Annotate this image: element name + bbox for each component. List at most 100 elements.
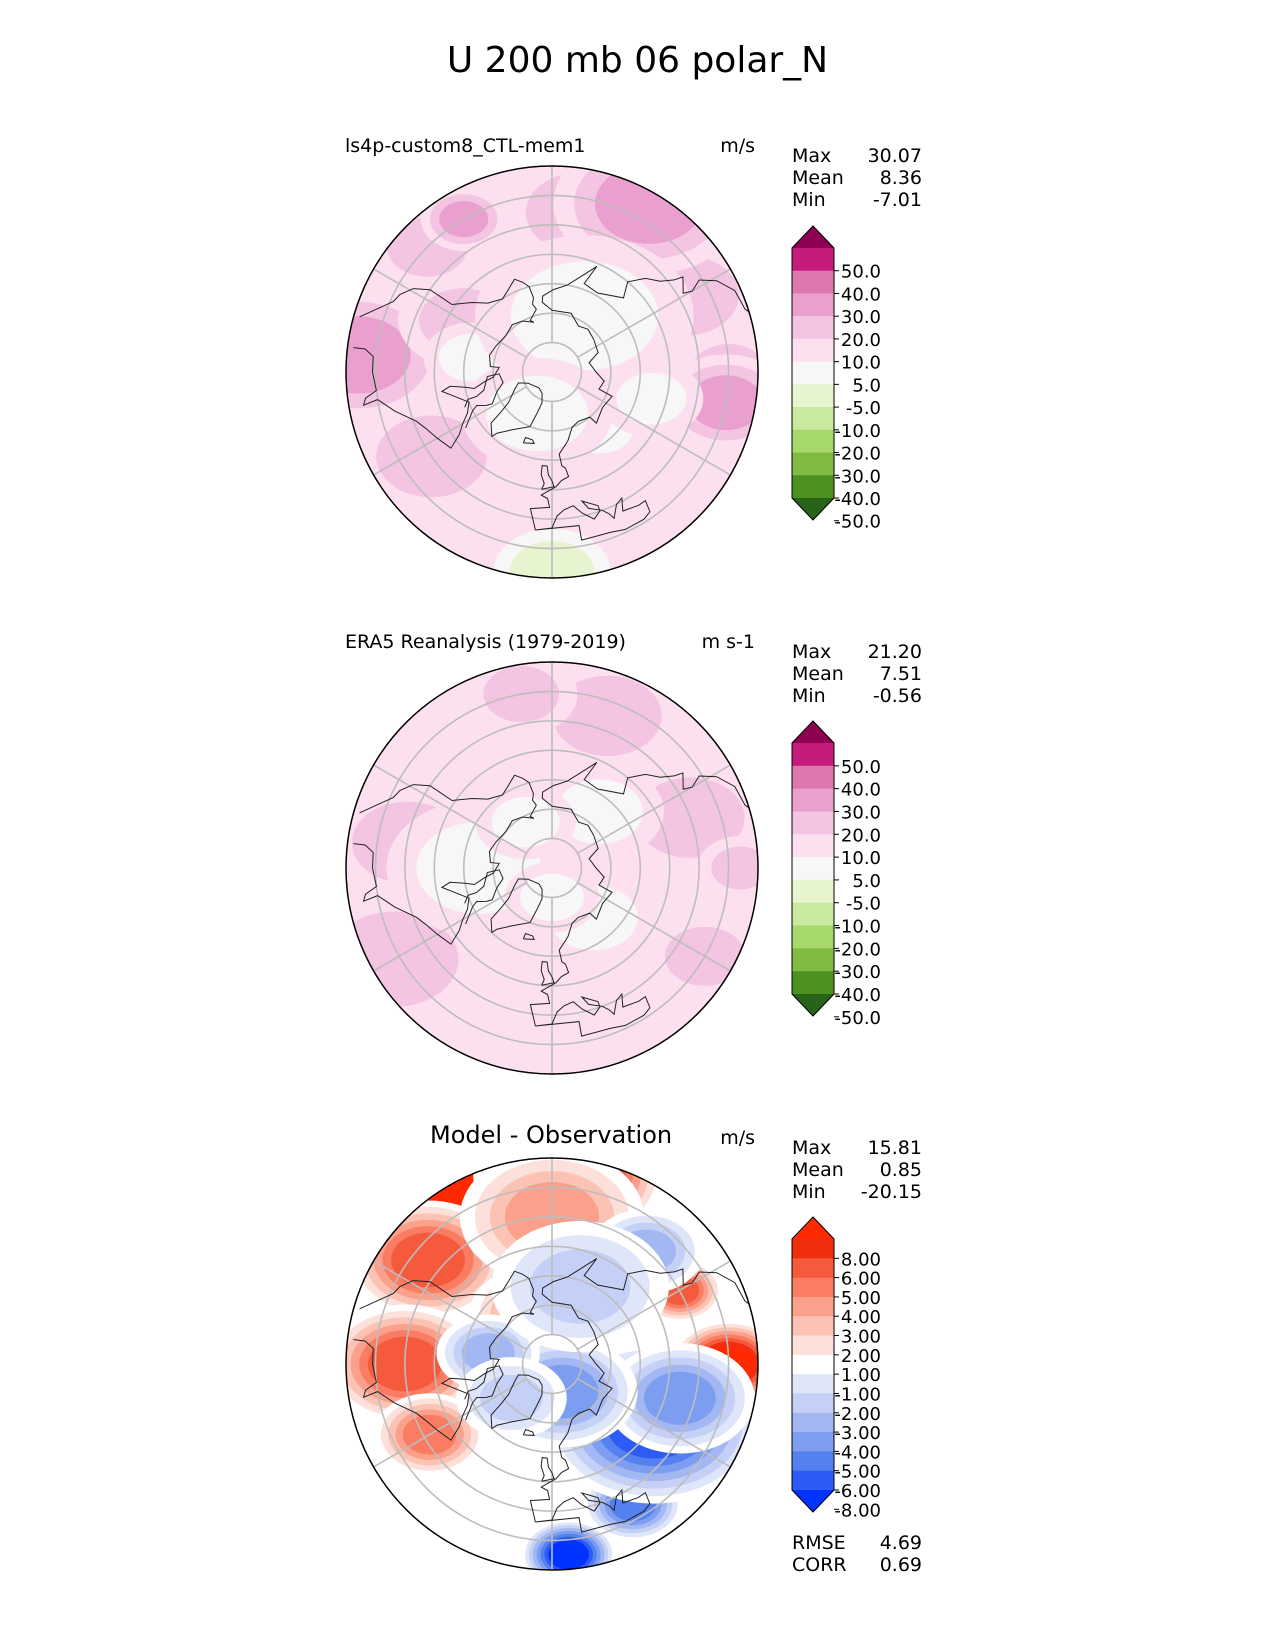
panel-2-stat-min: Min -0.56 xyxy=(792,685,922,707)
colorbar-tick-label: -50.0 xyxy=(834,1008,881,1029)
colorbar-3: 8.006.005.004.003.002.001.00-1.00-2.00-3… xyxy=(791,1216,881,1521)
panel-1-units: m/s xyxy=(720,135,755,157)
stat-max-value: 15.81 xyxy=(867,1137,922,1159)
longitude-gridline xyxy=(360,1378,527,1476)
colorbar-segment xyxy=(792,902,834,927)
colorbar-tick-label: -10.0 xyxy=(834,421,881,442)
coastline xyxy=(464,373,504,429)
longitude-gridline xyxy=(577,1378,744,1476)
stat-mean-label: Mean xyxy=(792,1159,844,1181)
colorbar-segment xyxy=(792,857,834,881)
map-border xyxy=(345,1157,759,1571)
rmse-label: RMSE xyxy=(792,1532,846,1554)
colorbar-segment xyxy=(792,1393,834,1414)
panel-1-stat-max: Max 30.07 xyxy=(792,145,922,167)
colorbar-tick-label: -5.0 xyxy=(846,894,881,915)
panel-2-units: m s-1 xyxy=(701,631,755,653)
colorbar-segment xyxy=(792,452,834,476)
colorbar-segment xyxy=(792,1277,834,1298)
panel-3-rmse: RMSE 4.69 xyxy=(792,1532,922,1554)
corr-value: 0.69 xyxy=(879,1554,922,1576)
colorbar-tick-label: 3.00 xyxy=(841,1327,881,1348)
longitude-gridline xyxy=(577,386,744,484)
colorbar-segment xyxy=(792,429,834,454)
colorbar-tick-label: 2.00 xyxy=(841,1346,881,1367)
stat-min-label: Min xyxy=(792,189,826,211)
longitude-gridline xyxy=(577,756,744,854)
coastline xyxy=(353,320,534,449)
longitude-gridline xyxy=(360,756,527,854)
colorbar-tick-label: 10.0 xyxy=(841,848,881,869)
colorbar-tick-label: 50.0 xyxy=(841,262,881,283)
colorbar-segment xyxy=(792,270,834,294)
stat-max-label: Max xyxy=(792,1137,832,1159)
colorbar-tick-label: 5.0 xyxy=(852,871,881,892)
colorbar-extend-max xyxy=(792,226,834,248)
coastline xyxy=(522,932,536,940)
panel-1-stat-min: Min -7.01 xyxy=(792,189,922,211)
field-contour xyxy=(548,1539,590,1570)
coastline xyxy=(540,1457,555,1482)
colorbar-segment xyxy=(792,765,834,790)
coastline xyxy=(529,805,613,1027)
colorbar-segment xyxy=(792,1335,834,1356)
longitude-gridline xyxy=(577,882,744,980)
stat-min-value: -7.01 xyxy=(872,189,922,211)
stat-min-value: -20.15 xyxy=(860,1181,922,1203)
colorbar-segment xyxy=(792,1432,834,1452)
field-contour xyxy=(553,675,662,757)
stat-min-value: -0.56 xyxy=(872,685,922,707)
colorbar-tick-label: -1.00 xyxy=(834,1384,881,1405)
colorbar-tick-label: -40.0 xyxy=(834,985,881,1006)
colorbar-segment xyxy=(792,971,834,995)
coastline xyxy=(464,869,504,925)
colorbar-tick-label: -50.0 xyxy=(834,512,881,533)
panel-3-title: Model - Observation xyxy=(430,1121,673,1149)
map-border xyxy=(345,661,759,1075)
stat-min-label: Min xyxy=(792,1181,826,1203)
colorbar-segment xyxy=(792,834,834,858)
colorbar-1: 50.040.030.020.010.05.0-5.0-10.0-20.0-30… xyxy=(791,225,881,533)
coastline xyxy=(359,278,537,323)
colorbar-tick-label: 10.0 xyxy=(841,353,881,374)
colorbar-segment xyxy=(792,1451,834,1472)
colorbar-tick-label: -8.00 xyxy=(834,1500,881,1521)
coastline xyxy=(540,465,555,490)
colorbar-segment xyxy=(792,1470,834,1491)
colorbar-tick-label: 5.0 xyxy=(852,375,881,396)
field-contour xyxy=(346,316,411,394)
colorbar-segment xyxy=(792,1316,834,1337)
panel-2-stat-mean: Mean 7.51 xyxy=(792,663,922,685)
colorbar-segment xyxy=(792,925,834,949)
colorbar-segment xyxy=(792,948,834,972)
colorbar-tick-label: 20.0 xyxy=(841,330,881,351)
rmse-value: 4.69 xyxy=(879,1532,922,1554)
colorbar-tick-label: 40.0 xyxy=(841,780,881,801)
coastline xyxy=(353,1312,534,1441)
coastline xyxy=(522,436,536,444)
figure-title: U 200 mb 06 polar_N xyxy=(446,40,829,81)
coastline xyxy=(541,1257,754,1307)
colorbar-tick-label: 8.00 xyxy=(841,1249,881,1270)
panel-3-stat-min: Min -20.15 xyxy=(792,1181,922,1203)
colorbar-segment xyxy=(792,788,834,812)
longitude-gridline xyxy=(577,1252,744,1350)
longitude-gridline xyxy=(360,1252,527,1350)
stat-mean-value: 8.36 xyxy=(879,167,922,189)
coastline xyxy=(541,761,754,811)
colorbar-extend-min xyxy=(792,498,834,520)
field-contour xyxy=(644,1371,716,1425)
coastline xyxy=(535,992,651,1037)
colorbar-tick-label: -6.00 xyxy=(834,1481,881,1502)
colorbar-segment xyxy=(792,1258,834,1279)
panel-1-title: ls4p-custom8_CTL-mem1 xyxy=(345,135,586,157)
longitude-gridline xyxy=(360,882,527,980)
colorbar-segment xyxy=(792,248,834,272)
field-contour xyxy=(391,1232,465,1288)
panel-3-stat-max: Max 15.81 xyxy=(792,1137,922,1159)
colorbar-2: 50.040.030.020.010.05.0-5.0-10.0-20.0-30… xyxy=(791,720,881,1029)
colorbar-segment xyxy=(792,1412,834,1433)
colorbar-segment xyxy=(792,316,834,340)
polar-map-1 xyxy=(345,165,759,579)
colorbar-tick-label: -10.0 xyxy=(834,917,881,938)
